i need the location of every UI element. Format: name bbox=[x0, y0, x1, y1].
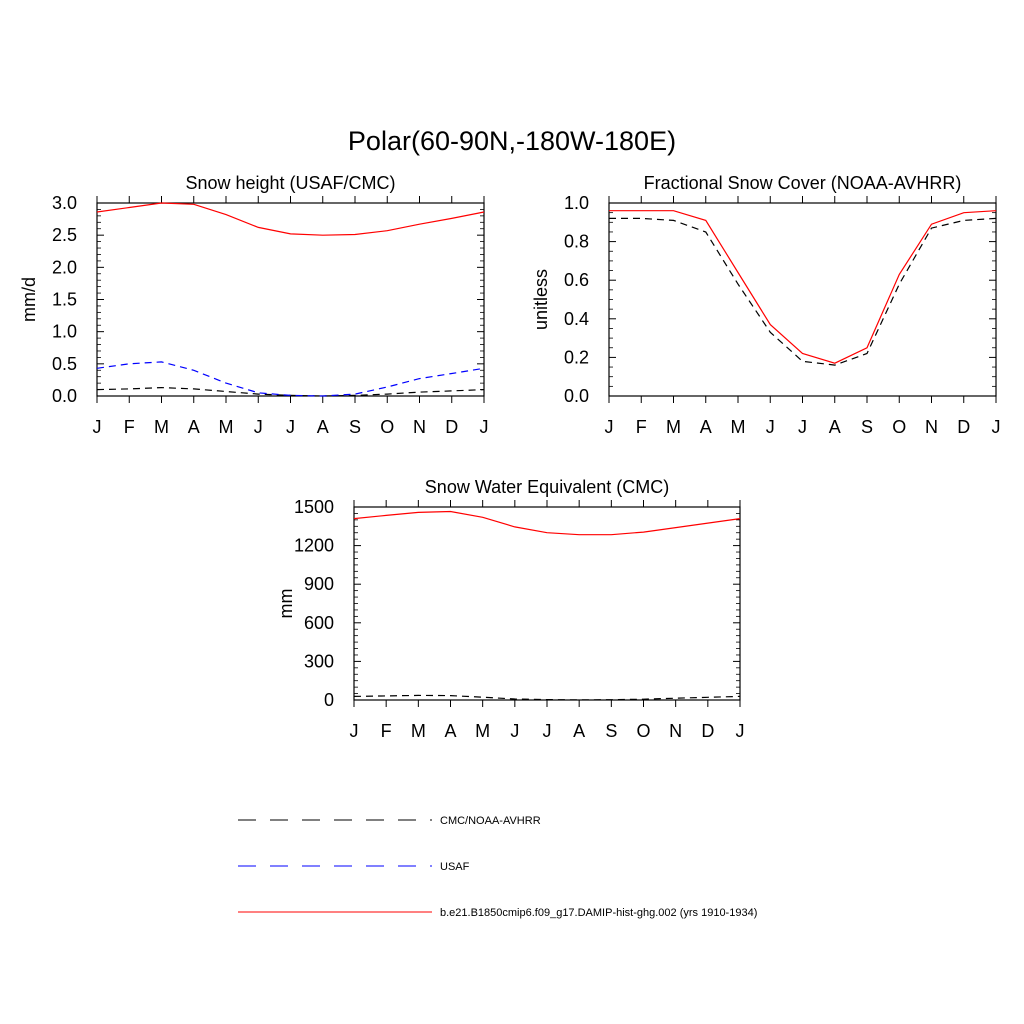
snow-height-ytick-label: 1.5 bbox=[52, 290, 77, 310]
snow-water-equivalent-ytick-label: 900 bbox=[304, 574, 334, 594]
snow-height-xtick-label: A bbox=[317, 417, 329, 437]
snow-height-title: Snow height (USAF/CMC) bbox=[185, 173, 395, 193]
fractional-snow-cover-xtick-label: J bbox=[605, 417, 614, 437]
snow-water-equivalent-xtick-label: J bbox=[510, 721, 519, 741]
snow-water-equivalent-xtick-label: A bbox=[573, 721, 585, 741]
fractional-snow-cover-xtick-label: A bbox=[829, 417, 841, 437]
snow-height-xtick-label: N bbox=[413, 417, 426, 437]
fractional-snow-cover-xtick-label: J bbox=[798, 417, 807, 437]
snow-water-equivalent-xtick-label: O bbox=[636, 721, 650, 741]
snow-water-equivalent-xtick-label: S bbox=[605, 721, 617, 741]
snow-water-equivalent-ylabel: mm bbox=[276, 589, 296, 619]
snow-water-equivalent-ytick-label: 1200 bbox=[294, 536, 334, 556]
snow-height-ytick-label: 0.5 bbox=[52, 354, 77, 374]
snow-height-xtick-label: J bbox=[286, 417, 295, 437]
snow-height-xtick-label: O bbox=[380, 417, 394, 437]
fractional-snow-cover-xtick-label: J bbox=[992, 417, 1001, 437]
snow-water-equivalent-xtick-label: F bbox=[381, 721, 392, 741]
snow-height-xtick-label: M bbox=[219, 417, 234, 437]
legend: CMC/NOAA-AVHRR USAF b.e21.B1850cmip6.f09_g… bbox=[238, 815, 757, 919]
snow-height-xtick-label: S bbox=[349, 417, 361, 437]
fractional-snow-cover-xtick-label: J bbox=[766, 417, 775, 437]
snow-height-ytick-label: 3.0 bbox=[52, 193, 77, 213]
fractional-snow-cover-xtick-label: M bbox=[731, 417, 746, 437]
fractional-snow-cover-ytick-label: 0.4 bbox=[564, 309, 589, 329]
snow-water-equivalent-xtick-label: J bbox=[736, 721, 745, 741]
snow-water-equivalent-xtick-label: M bbox=[475, 721, 490, 741]
snow-water-equivalent-title: Snow Water Equivalent (CMC) bbox=[425, 477, 669, 497]
snow-water-equivalent-xtick-label: N bbox=[669, 721, 682, 741]
snow-height-plot-frame bbox=[96, 202, 485, 397]
fractional-snow-cover-xtick-label: D bbox=[957, 417, 970, 437]
fractional-snow-cover-series-b-e21-b1850cmip6-f09-g17-damip-hist-ghg-002-yrs-1910-1934 bbox=[609, 210, 997, 364]
fractional-snow-cover-xtick-label: N bbox=[925, 417, 938, 437]
fractional-snow-cover-ytick-label: 0.0 bbox=[564, 386, 589, 406]
snow-water-equivalent-ytick-label: 600 bbox=[304, 613, 334, 633]
snow-water-equivalent-ytick-label: 0 bbox=[324, 690, 334, 710]
snow-water-equivalent-ytick-label: 1500 bbox=[294, 497, 334, 517]
snow-height-series-b-e21-b1850cmip6-f09-g17-damip-hist-ghg-002-yrs-1910-1934 bbox=[96, 202, 485, 236]
fractional-snow-cover-ytick-label: 0.8 bbox=[564, 232, 589, 252]
snow-water-equivalent-panel: Snow Water Equivalent (CMC) mm 0 300 600 900 1… bbox=[276, 477, 745, 741]
fractional-snow-cover-xtick-label: O bbox=[892, 417, 906, 437]
snow-height-xtick-label: J bbox=[480, 417, 489, 437]
snow-water-equivalent-plot-frame bbox=[353, 506, 741, 701]
fractional-snow-cover-xtick-label: S bbox=[861, 417, 873, 437]
snow-height-series-cmc-noaa-avhrr bbox=[96, 386, 485, 397]
snow-water-equivalent-series-cmc-noaa-avhrr bbox=[353, 694, 741, 701]
snow-height-xtick-label: J bbox=[254, 417, 263, 437]
fractional-snow-cover-ytick-label: 0.2 bbox=[564, 347, 589, 367]
snow-height-ylabel: mm/d bbox=[19, 277, 39, 322]
snow-height-xtick-label: A bbox=[188, 417, 200, 437]
fractional-snow-cover-title: Fractional Snow Cover (NOAA-AVHRR) bbox=[644, 173, 962, 193]
snow-water-equivalent-xtick-label: M bbox=[411, 721, 426, 741]
fractional-snow-cover-ylabel: unitless bbox=[531, 269, 551, 330]
legend-label-0: CMC/NOAA-AVHRR bbox=[440, 815, 541, 827]
snow-height-series-usaf bbox=[96, 361, 485, 397]
snow-water-equivalent-ytick-label: 300 bbox=[304, 651, 334, 671]
figure-title: Polar(60-90N,-180W-180E) bbox=[348, 126, 676, 156]
fractional-snow-cover-plot-frame bbox=[608, 202, 997, 397]
legend-label-1: USAF bbox=[440, 861, 470, 873]
snow-height-xtick-label: D bbox=[445, 417, 458, 437]
snow-height-xtick-label: J bbox=[93, 417, 102, 437]
snow-height-ytick-label: 2.5 bbox=[52, 225, 77, 245]
fractional-snow-cover-xtick-label: F bbox=[636, 417, 647, 437]
fractional-snow-cover-ytick-label: 0.6 bbox=[564, 270, 589, 290]
snow-water-equivalent-xtick-label: D bbox=[701, 721, 714, 741]
fractional-snow-cover-xtick-label: A bbox=[700, 417, 712, 437]
snow-height-xtick-label: F bbox=[124, 417, 135, 437]
snow-height-ytick-label: 1.0 bbox=[52, 322, 77, 342]
snow-water-equivalent-xtick-label: A bbox=[444, 721, 456, 741]
fractional-snow-cover-panel: Fractional Snow Cover (NOAA-AVHRR) unitle… bbox=[531, 173, 1001, 437]
fractional-snow-cover-xtick-label: M bbox=[666, 417, 681, 437]
fractional-snow-cover-ytick-label: 1.0 bbox=[564, 193, 589, 213]
snow-water-equivalent-series-b-e21-b1850cmip6-f09-g17-damip-hist-ghg-002-yrs-1910-1934 bbox=[353, 510, 741, 536]
snow-height-panel: Snow height (USAF/CMC) mm/d 0.0 0.5 1.0 1.5 2.… bbox=[19, 173, 489, 437]
legend-label-2: b.e21.B1850cmip6.f09_g17.DAMIP-hist-ghg.… bbox=[440, 907, 757, 919]
snow-height-ytick-label: 0.0 bbox=[52, 386, 77, 406]
fractional-snow-cover-series-cmc-noaa-avhrr bbox=[609, 217, 997, 366]
snow-height-xtick-label: M bbox=[154, 417, 169, 437]
snow-water-equivalent-xtick-label: J bbox=[543, 721, 552, 741]
snow-water-equivalent-xtick-label: J bbox=[350, 721, 359, 741]
snow-height-ytick-label: 2.0 bbox=[52, 257, 77, 277]
